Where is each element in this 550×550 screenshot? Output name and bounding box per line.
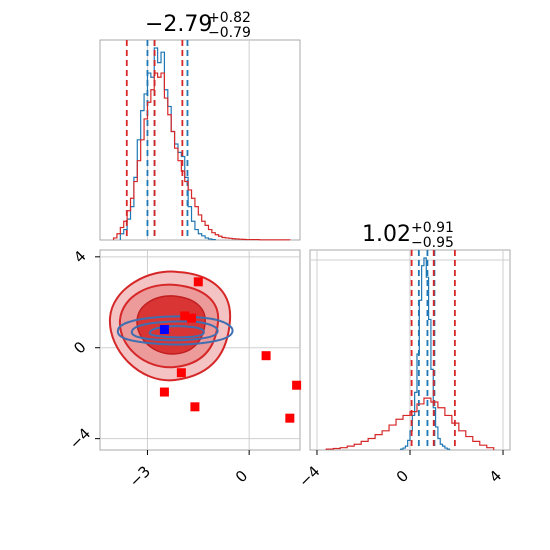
histogram-panel-x: −2.79 +0.82 −0.79 bbox=[99, 10, 301, 241]
histogram-y-grid bbox=[310, 250, 510, 450]
histogram-y-title-sub: −0.95 bbox=[411, 235, 454, 251]
red-square-point bbox=[261, 351, 271, 361]
histogram-x-frame bbox=[99, 39, 301, 241]
histogram-y-ticks: −4 0 4 bbox=[295, 450, 505, 491]
histogram-x-title-sub: −0.79 bbox=[208, 25, 251, 41]
scatter-y-tick-label: 4 bbox=[70, 247, 89, 266]
red-square-point bbox=[193, 277, 203, 287]
blue-contour-outer bbox=[116, 315, 234, 346]
red-square-point bbox=[180, 311, 190, 321]
histogram-x-title-main: −2.79 bbox=[145, 12, 212, 37]
blue-square-point bbox=[159, 325, 169, 335]
histogram-y-title-sup: +0.91 bbox=[411, 220, 454, 236]
scatter-x-tick-label: 0 bbox=[232, 467, 251, 486]
scatter-marks bbox=[159, 277, 302, 423]
blue-contour-mid bbox=[130, 320, 219, 342]
scatter-frame bbox=[99, 249, 301, 451]
scatter-x-tick-label: −3 bbox=[126, 462, 154, 490]
histogram-y-tick-label: 4 bbox=[486, 467, 505, 486]
histogram-y-title-main: 1.02 bbox=[362, 222, 411, 247]
histogram-x-title: −2.79 bbox=[145, 12, 212, 37]
red-square-point bbox=[285, 413, 295, 423]
red-square-point bbox=[292, 380, 302, 390]
histogram-y-marks bbox=[325, 250, 495, 450]
histogram-y-tick-label: −4 bbox=[295, 462, 323, 490]
histogram-x-marks bbox=[112, 40, 291, 241]
histogram-y-title: 1.02 bbox=[362, 222, 411, 247]
histogram-panel-y: −4 0 4 1.02 +0.91 −0.95 bbox=[295, 220, 511, 491]
red-square-point bbox=[187, 313, 197, 323]
red-square-point bbox=[190, 402, 200, 412]
histogram-x-blue-histogram-step bbox=[119, 47, 216, 241]
red-square-point bbox=[159, 387, 169, 397]
scatter-y-tick-label: 0 bbox=[70, 338, 89, 357]
red-square-point bbox=[176, 368, 186, 378]
blue-contour-inner bbox=[148, 325, 205, 339]
scatter-y-tick-label: −4 bbox=[66, 424, 94, 452]
histogram-y-blue-histogram-step bbox=[400, 257, 451, 450]
histogram-y-tick-label: 0 bbox=[393, 467, 412, 486]
blue-contours bbox=[116, 315, 234, 346]
histogram-y-red-histogram-step bbox=[325, 397, 495, 450]
histogram-x-red-histogram-step bbox=[112, 72, 291, 241]
scatter-panel: −3 0 4 0 −4 bbox=[66, 247, 302, 491]
histogram-x-title-sup: +0.82 bbox=[208, 10, 251, 26]
